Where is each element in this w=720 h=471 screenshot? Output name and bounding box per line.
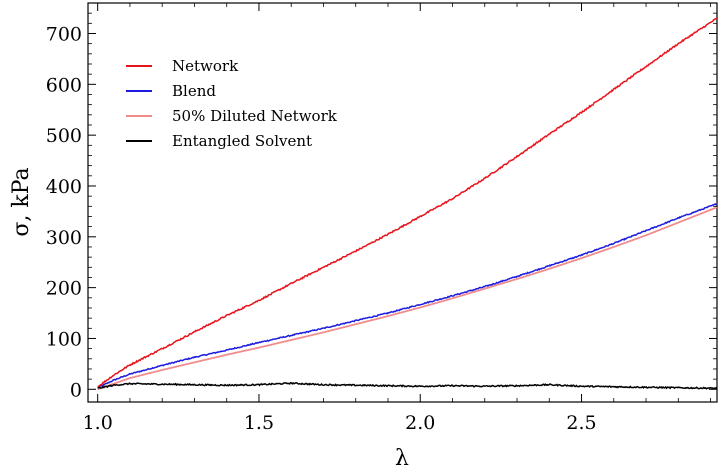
x-axis-title: λ	[395, 446, 409, 471]
series-line-blend	[97, 203, 718, 389]
legend-label: Network	[172, 57, 239, 75]
x-axis-ticks: 1.0 1.5 2.0 2.5	[83, 3, 711, 434]
y-axis-title: σ, kPa	[9, 167, 34, 236]
legend: Network Blend 50% Diluted Network Entangled…	[126, 57, 338, 150]
series-line-network	[97, 17, 718, 388]
y-tick-label: 200	[46, 278, 82, 300]
y-tick-label: 600	[46, 74, 82, 96]
y-tick-label: 100	[46, 328, 82, 350]
series-line-entangled-solvent	[97, 381, 718, 390]
plot-frame	[87, 2, 718, 403]
y-tick-label: 700	[46, 23, 82, 45]
legend-label: Entangled Solvent	[172, 132, 312, 150]
y-tick-label: 0	[70, 379, 82, 401]
x-tick-label: 2.0	[405, 412, 435, 434]
y-tick-label: 500	[46, 125, 82, 147]
y-tick-label: 300	[46, 227, 82, 249]
legend-label: Blend	[172, 82, 216, 100]
y-tick-label: 400	[46, 176, 82, 198]
x-tick-label: 2.5	[566, 412, 596, 434]
x-tick-label: 1.5	[244, 412, 274, 434]
series-line-50-diluted-network	[97, 206, 718, 391]
series-layer	[97, 17, 718, 391]
y-axis-ticks: 0 100 200 300 400 500 600 700	[46, 12, 717, 401]
legend-label: 50% Diluted Network	[172, 107, 338, 125]
x-tick-label: 1.0	[83, 412, 113, 434]
